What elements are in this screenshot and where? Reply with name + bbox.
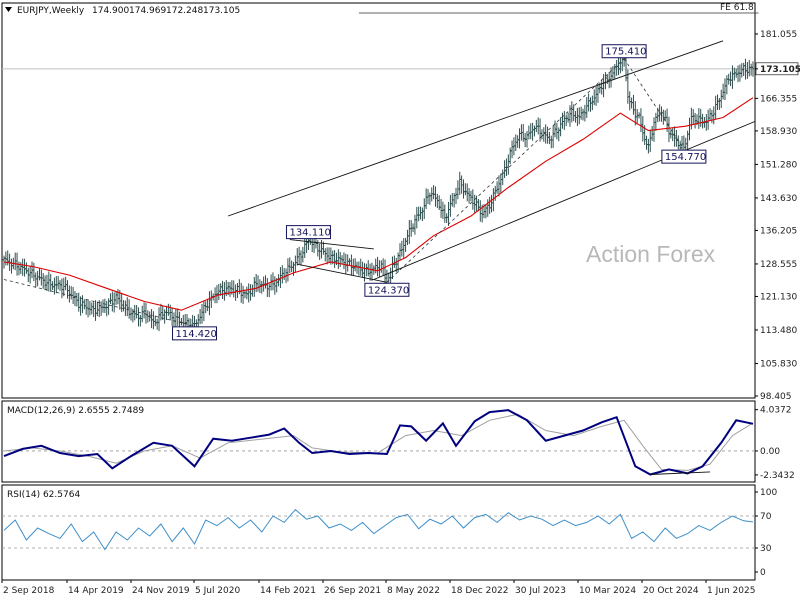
price-tick-label-8: 121.130 — [760, 292, 797, 302]
watermark: Action Forex — [586, 241, 716, 267]
x-axis: 2 Sep 2018 14 Apr 2019 24 Nov 2019 5 Jul 20… — [1, 580, 755, 596]
price-tick-label-6: 136.205 — [760, 226, 797, 236]
triangle-lower-line — [297, 263, 387, 283]
x-tick-label-2: 24 Nov 2019 — [132, 586, 190, 596]
price-tick-label-10: 105.830 — [760, 359, 797, 369]
price-tick-label-1: 173.105 — [760, 65, 800, 75]
price-axis-labels: 181.055 173.105 166.355 158.930 151.280 143.6… — [755, 30, 800, 402]
annotation-box-2 — [364, 282, 410, 297]
macd-title: MACD(12,26,9) 2.6555 2.7489 — [7, 406, 144, 416]
annotation-label-2: 124.370 — [368, 285, 409, 296]
ohlc-open: 174.900 — [92, 6, 129, 16]
price-bars — [2, 50, 755, 338]
x-tick-label-5: 26 Sep 2021 — [324, 586, 381, 596]
x-tick-label-4: 14 Feb 2021 — [260, 586, 316, 596]
annotation-label-3: 175.410 — [605, 47, 646, 58]
price-tick-label-2: 166.355 — [760, 94, 797, 104]
ohlc-high: 174.969 — [129, 6, 166, 16]
panel-frames — [1, 2, 756, 581]
rsi-tick-label-1: 70 — [760, 512, 772, 522]
rsi-line — [3, 508, 754, 551]
dashed-trend-line-0 — [3, 279, 195, 327]
macd-divergence-line — [650, 471, 711, 475]
panel-frame-0 — [1, 2, 756, 399]
annotation-label-1: 134.110 — [289, 228, 330, 239]
price-plot-area — [2, 40, 755, 338]
x-tick-label-9: 10 Mar 2024 — [579, 586, 636, 596]
annotation-box-4 — [661, 149, 707, 164]
price-tick-label-7: 128.555 — [760, 260, 797, 270]
rsi-panel: 100 70 30 0 — [2, 488, 777, 578]
x-tick-label-6: 8 May 2022 — [387, 586, 440, 596]
price-tick-label-4: 151.280 — [760, 160, 797, 170]
moving-average-line — [3, 97, 754, 311]
price-tick-label-9: 113.480 — [760, 326, 797, 336]
price-tick-label-3: 158.930 — [760, 127, 797, 137]
x-tick-label-8: 30 Jul 2023 — [515, 586, 566, 596]
chart-menu-arrow-icon — [5, 7, 12, 12]
x-tick-label-10: 20 Oct 2024 — [643, 586, 699, 596]
price-tick-label-0: 181.055 — [760, 30, 797, 40]
price-tick-label-11: 98.405 — [760, 392, 792, 402]
rsi-tick-label-2: 30 — [760, 544, 772, 554]
annotation-box-3 — [601, 44, 647, 59]
x-tick-label-7: 18 Dec 2022 — [451, 586, 509, 596]
ohlc-close: 173.105 — [203, 6, 240, 16]
price-tick-label-5: 143.630 — [760, 194, 797, 204]
fe-label: FE 61.8 — [720, 3, 754, 13]
macd-tick-label-2: -2.3432 — [760, 471, 795, 481]
macd-panel: 4.0372 0.00 -2.3432 — [2, 406, 795, 481]
ohlc-low: 172.248 — [166, 6, 203, 16]
dashed-trend-line-1 — [386, 58, 625, 283]
x-tick-label-11: 1 Jun 2025 — [707, 586, 755, 596]
triangle-upper-line — [289, 239, 374, 250]
channel-lower-line — [373, 120, 755, 280]
macd-signal-line — [3, 413, 754, 471]
annotation-label-4: 154.770 — [665, 152, 706, 163]
macd-line — [3, 409, 754, 476]
dashed-trend-line-2 — [623, 58, 685, 150]
annotation-box-0 — [172, 326, 218, 341]
panel-frame-2 — [1, 484, 756, 581]
macd-tick-label-0: 4.0372 — [760, 406, 792, 416]
price-panel: 181.055 173.105 166.355 158.930 151.280 143.6… — [2, 12, 800, 402]
macd-tick-label-1: 0.00 — [760, 447, 780, 457]
price-annotations: 114.420 134.110 124.370 175.410 154.770 — [172, 44, 707, 341]
channel-upper-line — [227, 40, 724, 217]
annotation-box-1 — [285, 225, 331, 240]
rsi-tick-label-3: 0 — [760, 568, 766, 578]
rsi-tick-label-0: 100 — [760, 488, 777, 498]
chart-title: EURJPY,Weekly — [17, 6, 85, 16]
x-tick-label-0: 2 Sep 2018 — [3, 586, 55, 596]
panel-frame-1 — [1, 400, 756, 483]
x-tick-label-3: 5 Jul 2020 — [195, 586, 240, 596]
rsi-title: RSI(14) 62.5764 — [7, 490, 80, 500]
annotation-label-0: 114.420 — [176, 329, 217, 340]
x-tick-label-1: 14 Apr 2019 — [68, 586, 124, 596]
